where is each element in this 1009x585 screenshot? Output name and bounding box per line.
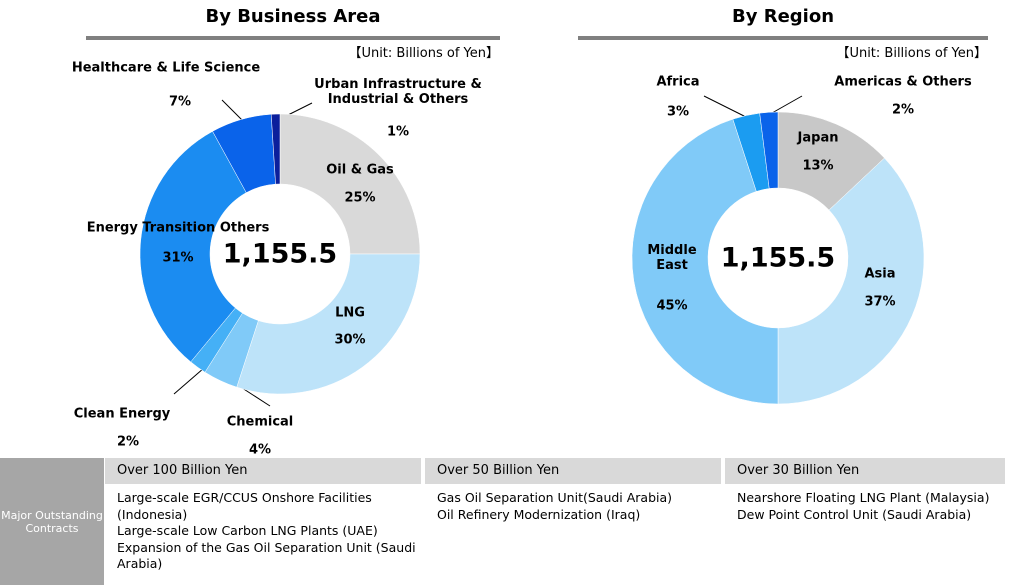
segment-label: Middle East	[647, 243, 697, 273]
donut-segment	[279, 113, 421, 255]
contract-item: Dew Point Control Unit (Saudi Arabia)	[737, 506, 972, 522]
leader-line	[703, 95, 747, 118]
column-body: Large-scale EGR/CCUS Onshore Facilities …	[105, 490, 425, 573]
segment-label: Clean Energy	[73, 406, 171, 422]
donut-segment	[270, 113, 281, 185]
leader-line	[173, 367, 205, 395]
donut-segment	[139, 130, 247, 363]
leader-line	[771, 95, 803, 114]
segment-value-label: 7%	[168, 94, 192, 110]
donut-segment	[777, 157, 925, 405]
segment-label: LNG	[335, 305, 365, 321]
leaders	[173, 95, 803, 407]
row-header: Major Outstanding Contracts	[0, 458, 104, 585]
column-header: Over 50 Billion Yen	[425, 458, 721, 484]
segment-label: Oil & Gas	[326, 162, 394, 178]
contract-item: Oil Refinery Modernization (Iraq)	[437, 506, 641, 522]
donut-segment	[236, 253, 421, 395]
donut-total: 1,155.5	[720, 242, 836, 274]
segment-value-label: 4%	[248, 442, 272, 458]
contract-item: Gas Oil Separation Unit(Saudi Arabia)	[437, 490, 673, 505]
segment-value-label: 13%	[802, 158, 834, 174]
unit-note: 【Unit: Billions of Yen】	[348, 46, 499, 61]
contract-item: Expansion of the Gas Oil Separation Unit…	[117, 539, 416, 572]
segment-label: Africa	[656, 74, 700, 90]
segment-label: Americas & Others	[834, 74, 972, 90]
segment-label: Chemical	[226, 414, 294, 430]
column-header: Over 100 Billion Yen	[105, 458, 421, 484]
unit-note: 【Unit: Billions of Yen】	[836, 46, 987, 61]
segment-label: Healthcare & Life Science	[71, 60, 261, 76]
segment-value-label: 37%	[864, 294, 896, 310]
column-body: Nearshore Floating LNG Plant (Malaysia) D…	[725, 490, 1009, 523]
segment-value-label: 45%	[656, 298, 688, 314]
segment-value-label: 2%	[116, 434, 140, 450]
segment-value-label: 1%	[386, 124, 410, 140]
donut-total: 1,155.5	[222, 238, 338, 270]
segment-label: Asia	[864, 266, 896, 282]
donut-segment	[631, 118, 779, 405]
segment-label: Urban Infrastructure & Industrial & Othe…	[314, 77, 482, 107]
column-header: Over 30 Billion Yen	[725, 458, 1005, 484]
contract-item: Large-scale EGR/CCUS Onshore Facilities …	[117, 490, 372, 522]
column-body: Gas Oil Separation Unit(Saudi Arabia) Oil…	[425, 490, 725, 523]
segment-value-label: 2%	[891, 102, 915, 118]
segment-label: Energy Transition Others	[86, 220, 270, 236]
segment-value-label: 3%	[666, 104, 690, 120]
chart-title: By Business Area	[205, 6, 381, 27]
segment-label: Japan	[797, 130, 839, 146]
segment-value-label: 31%	[162, 250, 194, 266]
donut-segment	[759, 111, 779, 189]
chart-title: By Region	[731, 6, 835, 27]
segment-value-label: 25%	[344, 190, 376, 206]
segment-value-label: 30%	[334, 332, 366, 348]
contract-item: Nearshore Floating LNG Plant (Malaysia)	[737, 490, 990, 505]
contract-item: Large-scale Low Carbon LNG Plants (UAE)	[117, 523, 378, 538]
